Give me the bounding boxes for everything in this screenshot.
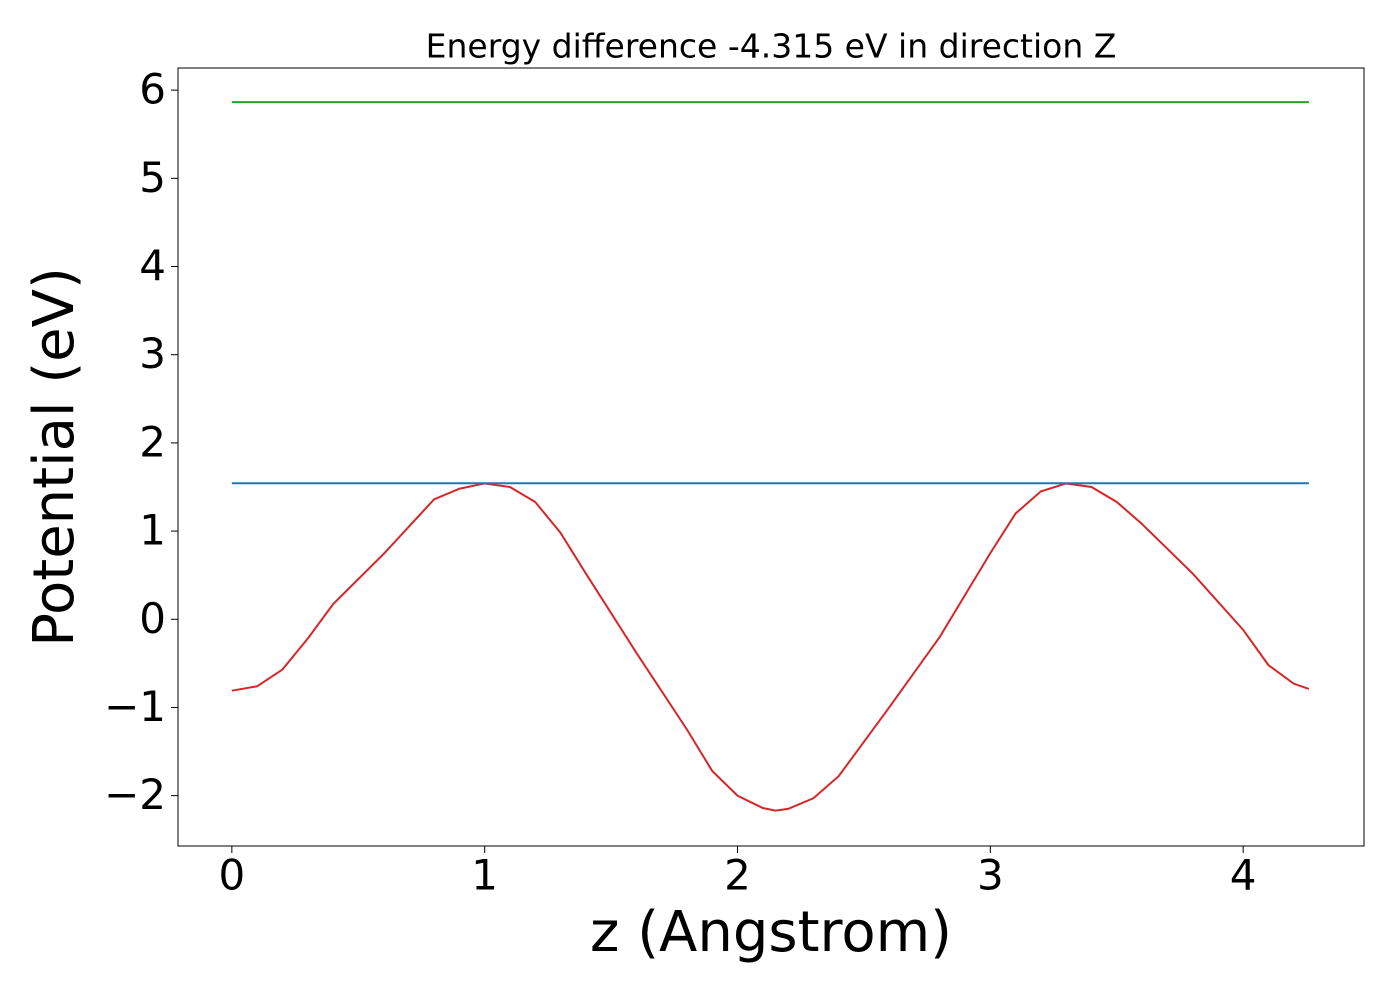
x-tick-label: 1 <box>471 851 498 900</box>
y-tick-label: −2 <box>104 770 166 819</box>
y-tick-label: 5 <box>139 153 166 202</box>
plot-frame <box>177 67 1365 847</box>
x-axis-label: z (Angstrom) <box>590 900 952 965</box>
y-tick-label: −1 <box>104 682 166 731</box>
y-tick-label: 1 <box>139 506 166 555</box>
y-axis-label: Potential (eV) <box>22 267 87 647</box>
y-tick-label: 0 <box>139 594 166 643</box>
y-tick-label: 6 <box>139 65 166 114</box>
x-tick-label: 4 <box>1230 851 1257 900</box>
chart-title: Energy difference -4.315 eV in direction… <box>426 27 1117 66</box>
y-tick-label: 2 <box>139 417 166 466</box>
y-tick-label: 3 <box>139 329 166 378</box>
y-tick-label: 4 <box>139 241 166 290</box>
line-series <box>231 482 1310 812</box>
x-tick-label: 3 <box>977 851 1004 900</box>
x-tick-label: 0 <box>218 851 245 900</box>
x-tick-label: 2 <box>724 851 751 900</box>
